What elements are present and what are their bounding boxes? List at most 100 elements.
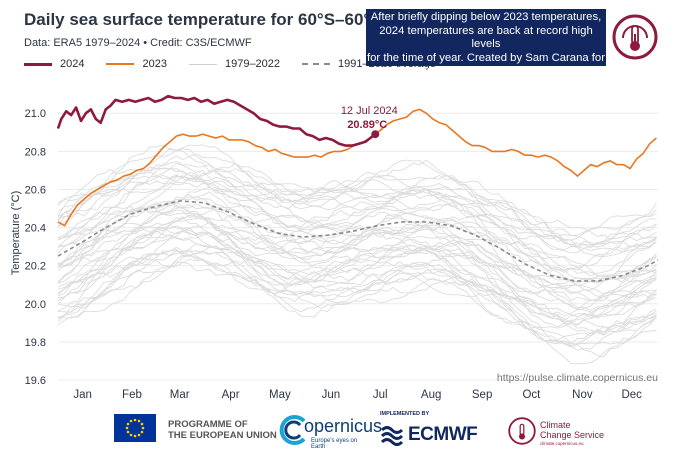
history-line [57, 218, 657, 319]
y-tick-label: 20.2 [25, 261, 46, 273]
legend-swatch-average [302, 63, 331, 65]
series-average-line [57, 200, 659, 282]
eu-text-line2: THE EUROPEAN UNION [168, 430, 277, 441]
history-line [57, 174, 657, 271]
history-line [57, 172, 657, 277]
x-tick-label: Feb [122, 389, 142, 401]
history-line [57, 208, 657, 284]
x-tick-label: Nov [572, 389, 593, 401]
series-2024-line [56, 94, 377, 147]
annotation-line: Arctic-news.blogspot.com with Copernicus… [379, 65, 593, 91]
y-axis-label: Temperature (°C) [10, 191, 22, 275]
history-line [57, 175, 657, 282]
copernicus-tagline: Europe's eyes on Earth [311, 438, 358, 450]
x-tick-labels: Jan Feb Mar Apr May Jun Jul Aug Sep Oct Nov Dec [73, 389, 642, 401]
series-lines [56, 94, 659, 282]
x-tick-label: Sep [472, 389, 492, 401]
history-line [57, 171, 657, 251]
history-line [57, 209, 657, 311]
history-line [57, 225, 657, 325]
ecmwf-wave-icon [380, 426, 404, 446]
x-tick-label: May [269, 389, 291, 401]
history-line [57, 200, 657, 286]
c3s-url: climate.copernicus.eu [540, 441, 584, 446]
legend-swatch-2024 [24, 62, 52, 66]
history-line [57, 162, 657, 248]
y-tick-labels: 19.6 19.8 20.0 20.2 20.4 20.6 20.8 21.0 [25, 108, 46, 387]
history-line [57, 230, 657, 325]
legend-swatch-2023 [106, 63, 135, 65]
history-line [57, 221, 657, 321]
marker-dot [371, 130, 380, 139]
eu-text-line1: PROGRAMME OF [168, 419, 248, 430]
history-line [57, 243, 657, 342]
ecmwf-implemented-by: IMPLEMENTED BY [380, 411, 430, 417]
annotation-line: for the time of year. Created by Sam Car… [367, 51, 605, 64]
annotation-line: 2024 temperatures are back at record hig… [379, 24, 593, 51]
history-line [57, 155, 657, 240]
y-tick-label: 21.0 [25, 108, 46, 120]
footer-logos: PROGRAMME OF THE EUROPEAN UNION opernicu… [0, 405, 680, 456]
y-tick-label: 19.8 [25, 337, 46, 349]
legend-swatch-history [188, 63, 217, 65]
y-tick-label: 20.0 [25, 299, 46, 311]
legend-item-2023: 2023 [106, 58, 167, 70]
history-line [57, 168, 657, 254]
eu-flag-icon [114, 414, 156, 442]
history-line [57, 186, 657, 280]
history-line [57, 229, 657, 335]
history-line [57, 193, 657, 302]
history-line [57, 166, 657, 248]
legend-item-2024: 2024 [24, 58, 84, 70]
marker-date-label: 12 Jul 2024 [341, 105, 398, 117]
history-line [57, 214, 657, 302]
history-line [57, 256, 657, 333]
chart-subtitle: Data: ERA5 1979–2024 • Credit: C3S/ECMWF [24, 37, 252, 49]
c3s-name-line1: Climate [540, 420, 571, 430]
history-line [57, 254, 657, 358]
c3s-logo: Climate Change Service climate.copernicu… [508, 411, 618, 451]
marker-value-label: 20.89°C [347, 119, 387, 131]
y-tick-label: 20.6 [25, 184, 46, 196]
chart-title: Daily sea surface temperature for 60°S–6… [24, 10, 383, 29]
history-line [57, 232, 657, 328]
history-line [57, 168, 657, 270]
c3s-name-line2: Change Service [540, 430, 605, 440]
history-line [57, 250, 657, 347]
copernicus-swirl-icon [279, 415, 306, 445]
legend-label-history: 1979–2022 [224, 58, 281, 70]
copernicus-logo: opernicus Europe's eyes on Earth [278, 412, 382, 450]
c3s-thermometer-icon [612, 14, 658, 60]
x-tick-label: Jan [73, 389, 92, 401]
x-tick-label: Oct [522, 389, 541, 401]
annotation-box: After briefly dipping below 2023 tempera… [366, 9, 606, 91]
x-tick-label: Mar [170, 389, 190, 401]
legend-label-2023: 2023 [142, 58, 167, 70]
source-url: https://pulse.climate.copernicus.eu [497, 372, 658, 384]
x-tick-label: Jul [373, 389, 388, 401]
x-tick-label: Jun [322, 389, 341, 401]
history-line [57, 161, 657, 249]
history-lines-1979-2022 [57, 144, 657, 365]
legend-label-2024: 2024 [60, 58, 85, 70]
c3s-name: Climate Change Service [540, 420, 604, 440]
eu-programme-text: PROGRAMME OF THE EUROPEAN UNION [168, 419, 277, 441]
x-tick-label: Apr [222, 389, 240, 401]
history-line [57, 144, 657, 243]
ecmwf-logo: IMPLEMENTED BY ECMWF [380, 411, 492, 449]
y-tick-label: 20.4 [25, 223, 46, 235]
history-line [57, 261, 657, 365]
history-line [57, 215, 657, 295]
history-line [57, 249, 657, 334]
y-tick-label: 19.6 [25, 375, 46, 387]
history-line [57, 225, 657, 311]
annotation-line: After briefly dipping below 2023 tempera… [370, 11, 602, 23]
x-tick-label: Aug [421, 389, 441, 401]
x-tick-label: Dec [621, 389, 642, 401]
legend-item-history: 1979–2022 [188, 58, 281, 70]
ecmwf-wordmark: ECMWF [408, 424, 478, 445]
history-line [57, 245, 657, 345]
copernicus-wordmark: opernicus [304, 416, 383, 436]
c3s-small-thermometer-icon [508, 417, 536, 445]
